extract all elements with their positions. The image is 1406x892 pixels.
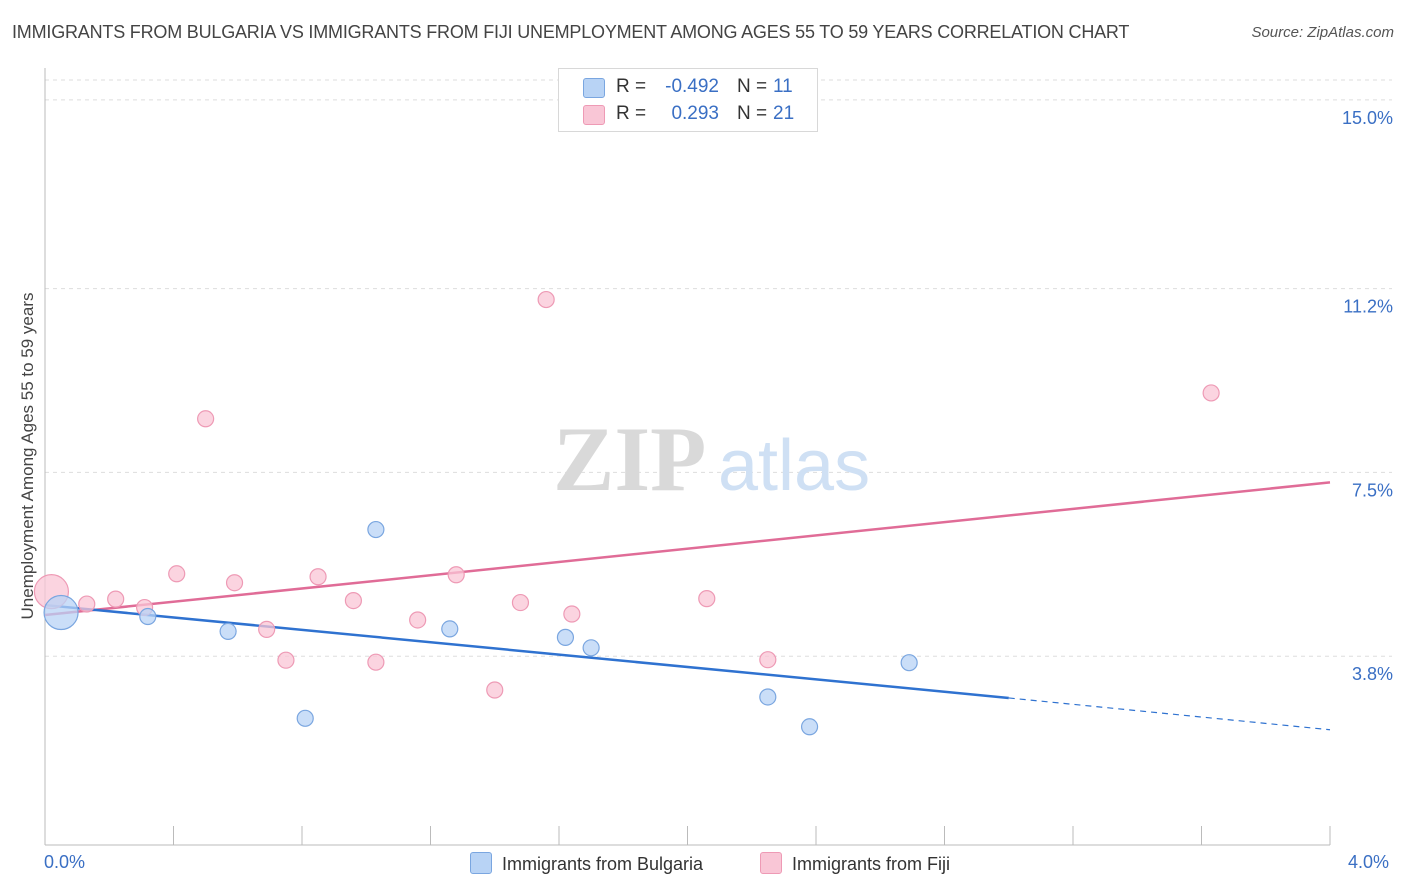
- y-tick-labels: 3.8% 7.5% 11.2% 15.0%: [1342, 108, 1393, 684]
- fiji-point: [367, 653, 385, 671]
- bulgaria-trend-extension: [1008, 697, 1331, 731]
- fiji-point: [344, 591, 362, 610]
- fiji-point: [277, 651, 295, 669]
- y-tick-label: 3.8%: [1352, 664, 1393, 684]
- trend-lines: [44, 481, 1331, 731]
- r-value: 0.293: [671, 103, 719, 124]
- bulgaria-point: [759, 688, 777, 706]
- x-tick-label-max: 4.0%: [1348, 852, 1390, 872]
- watermark-atlas: atlas: [718, 426, 870, 506]
- bulgaria-point: [441, 620, 459, 638]
- bulgaria-point: [582, 639, 600, 657]
- bulgaria-point: [219, 622, 237, 640]
- y-axis-label: Unemployment Among Ages 55 to 59 years: [18, 292, 37, 620]
- source-credit: Source: ZipAtlas.com: [1251, 24, 1394, 41]
- legend-item-fiji: Immigrants from Fiji: [760, 852, 950, 875]
- fiji-point: [698, 590, 716, 608]
- watermark: ZIP atlas: [553, 408, 870, 510]
- legend-item-bulgaria: Immigrants from Bulgaria: [470, 852, 703, 875]
- fiji-point: [511, 593, 530, 612]
- y-tick-label: 15.0%: [1342, 108, 1393, 128]
- watermark-zip: ZIP: [553, 408, 706, 510]
- bulgaria-legend-swatch: [470, 852, 492, 874]
- fiji-point: [168, 565, 186, 583]
- fiji-trend-line: [44, 481, 1331, 617]
- bulgaria-point: [367, 520, 385, 539]
- fiji-point: [258, 620, 276, 639]
- n-label: N =: [737, 103, 768, 124]
- chart-title: IMMIGRANTS FROM BULGARIA VS IMMIGRANTS F…: [12, 22, 1130, 42]
- gridlines: [45, 79, 1392, 657]
- data-points: [33, 290, 1220, 736]
- fiji-point: [107, 590, 125, 608]
- n-label: N =: [737, 76, 768, 97]
- fiji-point: [486, 681, 504, 699]
- bulgaria-point: [556, 628, 575, 646]
- fiji-point: [563, 605, 581, 623]
- bulgaria-point: [43, 594, 79, 631]
- r-value: -0.492: [665, 76, 719, 97]
- n-value: 11: [773, 76, 793, 97]
- bulgaria-point: [296, 709, 314, 727]
- fiji-swatch: [583, 105, 605, 125]
- fiji-point: [537, 290, 555, 309]
- bulgaria-point: [900, 654, 918, 672]
- legend-label-bulgaria: Immigrants from Bulgaria: [502, 854, 704, 874]
- r-label: R =: [616, 76, 647, 97]
- bulgaria-trend-line: [44, 603, 1009, 700]
- fiji-point: [309, 568, 327, 586]
- fiji-point: [759, 651, 777, 669]
- stats-legend: R = -0.492 N = 11 R = 0.293 N = 21: [558, 68, 818, 132]
- y-tick-label: 11.2%: [1343, 297, 1393, 317]
- r-label: R =: [616, 103, 647, 124]
- fiji-point: [225, 574, 244, 592]
- bulgaria-swatch: [583, 78, 605, 98]
- legend-label-fiji: Immigrants from Fiji: [792, 854, 951, 874]
- y-tick-label: 7.5%: [1352, 480, 1393, 500]
- x-tick-label-min: 0.0%: [44, 852, 86, 872]
- fiji-point: [78, 595, 96, 613]
- fiji-point: [197, 410, 215, 428]
- fiji-point: [1202, 384, 1220, 402]
- fiji-point: [409, 611, 427, 629]
- bulgaria-point: [139, 607, 157, 626]
- n-value: 21: [773, 103, 795, 124]
- fiji-legend-swatch: [760, 852, 782, 874]
- fiji-point: [447, 566, 465, 584]
- axes: [44, 68, 1331, 846]
- bulgaria-point: [800, 718, 819, 736]
